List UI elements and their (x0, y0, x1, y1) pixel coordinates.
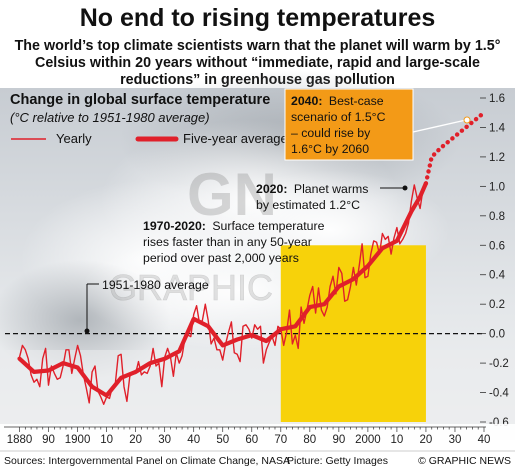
panel-subtitle: (°C relative to 1951-1980 average) (10, 110, 210, 125)
annotation-2040-line2: scenario of 1.5°C (291, 110, 386, 124)
annotation-1970-line2: rises faster than in any 50-year (143, 235, 312, 249)
x-tick-label: 20 (420, 434, 433, 446)
x-tick-label: 2000 (355, 434, 381, 446)
annotation-1970-2020: 1970-2020: Surface temperature rises fas… (143, 219, 325, 265)
panel-title: Change in global surface temperature (10, 92, 270, 108)
y-tick-label: 1.4 (489, 122, 506, 134)
annotation-2020-line2: by estimated 1.2°C (256, 198, 360, 212)
y-tick-label: 0.4 (489, 270, 506, 282)
svg-text:1970-2020: Surface tem: 1970-2020: Surface temperature (143, 219, 325, 233)
y-tick-label: 0.8 (489, 211, 505, 223)
annotation-baseline-text: 1951-1980 average (102, 278, 209, 292)
watermark-logo: GN (187, 161, 277, 228)
legend: Yearly Five-year average (11, 131, 288, 146)
svg-text:2040: Best-case: 2040: Best-case (291, 94, 384, 108)
x-tick-label: 1900 (65, 434, 91, 446)
x-tick-label: 80 (303, 434, 316, 446)
series-five-year-projection-line (423, 110, 487, 186)
annotation-2040-line3: – could rise by (291, 126, 371, 140)
annotation-2020-bold: 2020: (256, 182, 287, 196)
annotation-baseline: 1951-1980 average (84, 278, 209, 334)
footer-picture: Picture: Getty Images (287, 455, 388, 467)
x-tick-label: 40 (187, 434, 200, 446)
annotation-2040-line4: 1.6°C by 2060 (291, 142, 369, 156)
callout-box (284, 88, 414, 161)
legend-five-year-label: Five-year average (183, 131, 288, 146)
annotation-2020: 2020: Planet warms by estimated 1.2°C (256, 182, 408, 212)
x-tick-label: 10 (391, 434, 404, 446)
footer-sources: Sources: Intergovernmental Panel on Clim… (4, 455, 290, 467)
annotation-2040-bold: 2040: (291, 94, 322, 108)
y-tick-label: -0.2 (489, 358, 509, 370)
x-tick-label: 1880 (7, 434, 33, 446)
y-tick-label: -0.4 (489, 388, 509, 400)
y-tick-label: 1.0 (489, 181, 505, 193)
x-tick-label: 70 (274, 434, 287, 446)
y-tick-label: 0.0 (489, 329, 505, 341)
x-tick-label: 30 (158, 434, 171, 446)
annotation-2020-marker (402, 185, 408, 191)
x-tick-label: 30 (449, 434, 462, 446)
x-tick-label: 20 (129, 434, 142, 446)
x-tick-label: 50 (216, 434, 229, 446)
x-tick-label: 10 (100, 434, 113, 446)
series-five-year-average-line (17, 181, 428, 398)
annotation-1970-bold: 1970-2020: (143, 219, 206, 233)
legend-yearly-label: Yearly (56, 131, 92, 146)
y-tick-label: 0.2 (489, 299, 505, 311)
y-tick-label: 1.6 (489, 93, 505, 105)
page-title: No end to rising temperatures (79, 4, 436, 32)
y-tick-label: 1.2 (489, 152, 505, 164)
annotation-2040-callout: 2040: Best-case scenario of 1.5°C – coul… (284, 88, 471, 161)
annotation-1970-line1: Surface temperature (212, 219, 324, 233)
x-tick-label: 60 (245, 434, 258, 446)
x-tick-label: 40 (478, 434, 491, 446)
y-tick-label: 0.6 (489, 240, 505, 252)
x-tick-label: 90 (42, 434, 55, 446)
footer-credit: © GRAPHIC NEWS (418, 455, 511, 467)
x-tick-label: 90 (332, 434, 345, 446)
svg-text:2020: Planet warms: 2020: Planet warms (256, 182, 368, 196)
annotation-1970-line3: period over past 2,000 years (143, 251, 299, 265)
annotation-2040-line1: Best-case (329, 94, 384, 108)
annotation-2020-line1: Planet warms (294, 182, 369, 196)
